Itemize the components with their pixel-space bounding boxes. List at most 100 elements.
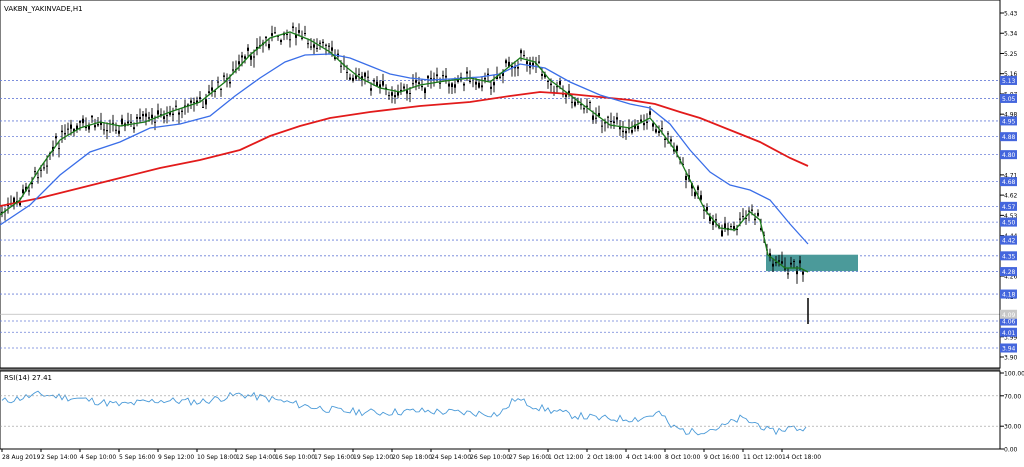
price-tick-label: 5.43 [1004, 11, 1018, 18]
time-tick-label: 26 Sep 10:00 [470, 454, 510, 461]
candle-body [556, 86, 558, 88]
candle-body [640, 119, 642, 122]
main-panel[interactable] [0, 0, 1001, 369]
candle-body [655, 129, 657, 133]
candle-body [595, 117, 597, 119]
candle-body [547, 80, 549, 83]
price-tick-label: 4.62 [1004, 193, 1018, 200]
rsi-tick-label: 70.00 [1004, 393, 1021, 400]
time-tick-label: 17 Sep 16:00 [314, 454, 354, 461]
price-labels: 5.13 5.05 4.95 4.88 4.80 4.68 4.57 4.50 4.42 4.35… [1000, 75, 1017, 353]
candle-body [754, 218, 756, 221]
candle-body [496, 76, 498, 80]
candle-body [685, 175, 687, 180]
candle-body [208, 91, 210, 93]
candle-body [511, 65, 513, 69]
time-tick-label: 9 Oct 16:00 [704, 454, 739, 461]
time-tick-label: 28 Aug 2019 [2, 454, 41, 461]
candle-body [253, 56, 255, 58]
price-level-label: 4.28 [1002, 269, 1016, 276]
candle-body [622, 130, 624, 133]
candle-body [706, 206, 708, 211]
candle-body [328, 45, 330, 47]
price-tick-label: 4.26 [1004, 274, 1018, 281]
candle-body [166, 115, 168, 117]
candle-body [85, 126, 87, 129]
candle-body [310, 46, 312, 48]
candle-body [658, 131, 660, 133]
candle-body [652, 123, 654, 127]
candle-body [769, 253, 771, 258]
time-tick-label: 4 Oct 14:00 [626, 454, 661, 461]
price-level-label: 4.18 [1002, 292, 1016, 299]
candle-body [346, 71, 348, 73]
price-level-label: 5.05 [1002, 96, 1016, 103]
candle-body [412, 83, 414, 85]
time-axis: 28 Aug 2019 2 Sep 14:00 4 Sep 10:00 5 Sep 1… [1, 449, 821, 461]
time-tick-label: 2 Oct 18:00 [587, 454, 622, 461]
time-tick-label: 8 Oct 10:00 [665, 454, 700, 461]
time-tick-label: 10 Sep 18:00 [197, 454, 237, 461]
rsi-title: RSI(14) 27.41 [4, 374, 52, 382]
candle-body [439, 82, 441, 84]
candle-body [64, 133, 66, 135]
candle-body [205, 99, 207, 105]
price-tick-label: 4.53 [1004, 213, 1018, 220]
candle-body [25, 186, 27, 191]
price-level-label: 4.80 [1002, 152, 1016, 159]
candle-body [355, 75, 357, 79]
candle-body [244, 56, 246, 59]
candle-body [673, 149, 675, 152]
price-tick-label: 5.25 [1004, 51, 1018, 58]
candle-body [733, 226, 735, 229]
candle-body [325, 44, 327, 46]
price-grid [0, 80, 1000, 349]
candle-body [112, 122, 114, 124]
candle-body [226, 78, 228, 80]
candle-body [451, 83, 453, 88]
candle-body [223, 75, 225, 77]
candle-body [193, 102, 195, 104]
candle-body [43, 167, 45, 169]
candle-body [424, 88, 426, 94]
candle-body [409, 93, 411, 95]
candle-body [463, 83, 465, 86]
candle-body [28, 190, 30, 192]
candle-body [502, 71, 504, 76]
candle-body [145, 113, 147, 117]
candle-body [334, 56, 336, 60]
candle-body [154, 121, 156, 123]
rsi-panel[interactable] [0, 370, 1001, 450]
candle-body [127, 121, 129, 124]
candle-body [37, 177, 39, 179]
candle-body [748, 210, 750, 212]
candle-body [238, 61, 240, 65]
candle-body [106, 130, 108, 132]
candle-body [454, 84, 456, 88]
candle-body [583, 108, 585, 110]
candle-body [613, 121, 615, 124]
candle-body [331, 47, 333, 51]
candle-body [139, 116, 141, 120]
candle-body [394, 95, 396, 98]
candle-body [163, 116, 165, 119]
time-tick-label: 16 Sep 10:00 [275, 454, 315, 461]
candle-body [508, 61, 510, 67]
candle-body [544, 73, 546, 78]
candle-body [181, 110, 183, 112]
price-tick-label: 4.98 [1004, 112, 1018, 119]
candle-body [211, 87, 213, 91]
candle-body [196, 100, 198, 104]
price-level-label: 4.88 [1002, 134, 1016, 141]
candle-body [577, 101, 579, 103]
candle-body [418, 82, 420, 84]
candle-body [757, 212, 759, 216]
candle-body [487, 73, 489, 76]
candle-body [169, 112, 171, 115]
candle-body [607, 116, 609, 118]
time-tick-label: 19 Sep 12:00 [353, 454, 393, 461]
price-level-box [1000, 343, 1017, 353]
candle-body [184, 105, 186, 107]
price-level-label: 4.42 [1002, 238, 1016, 245]
